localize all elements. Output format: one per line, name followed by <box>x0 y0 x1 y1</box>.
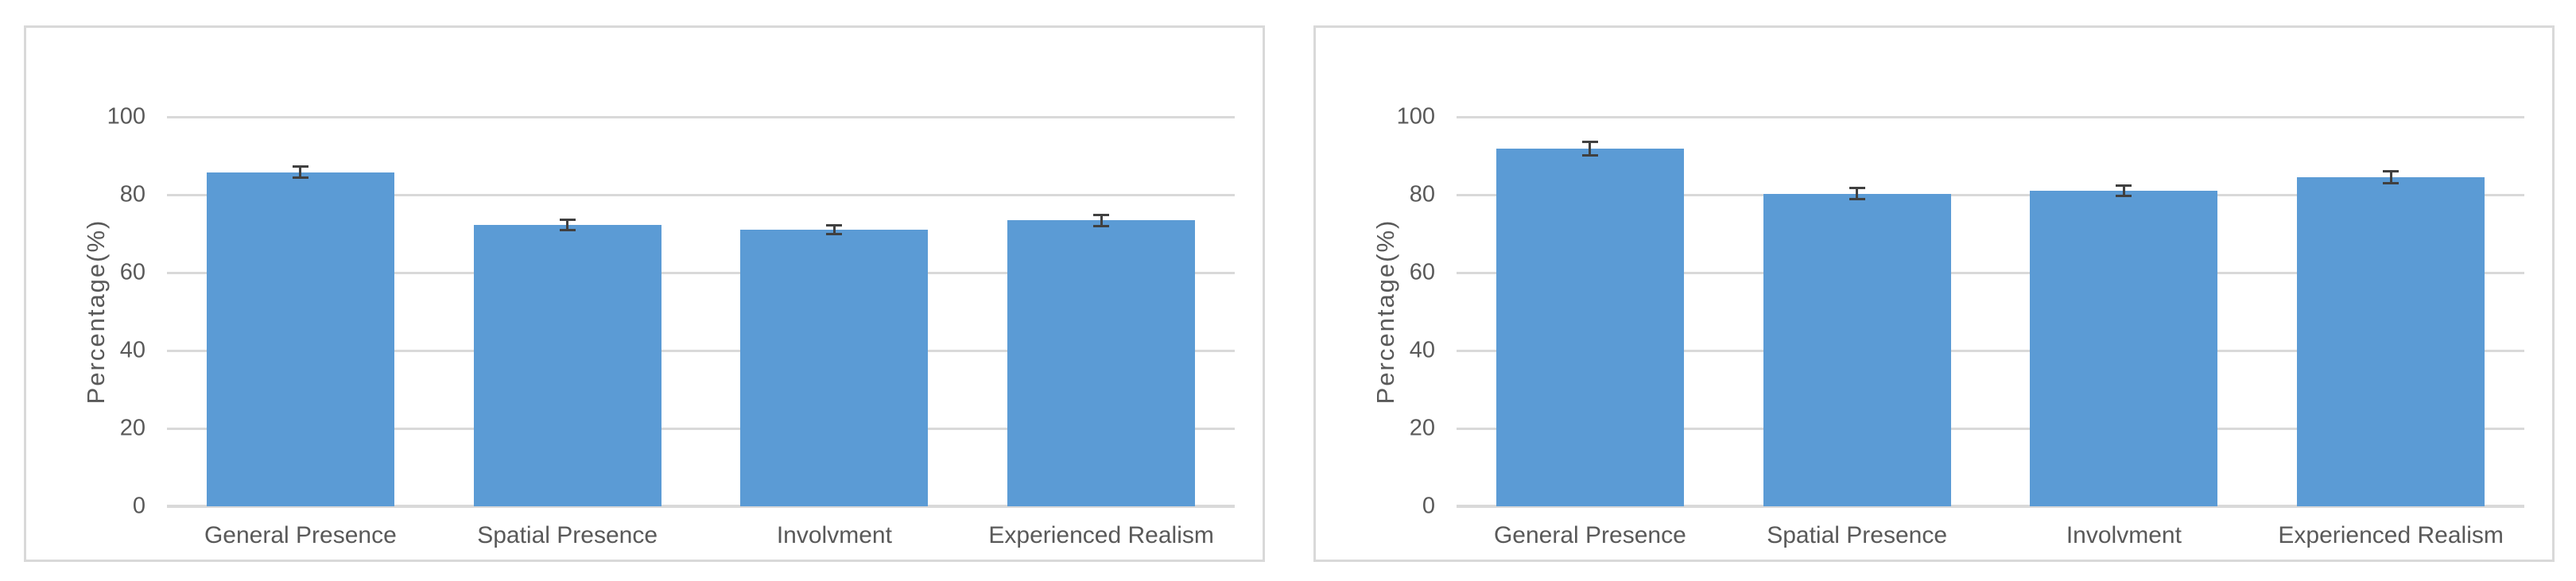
error-bar-part <box>832 223 836 236</box>
bar-experienced-realism <box>1007 220 1196 506</box>
y-tick-label-40: 40 <box>1409 337 1435 363</box>
error-bar-part <box>299 165 302 180</box>
error-bar-part <box>1589 141 1592 157</box>
bar-spatial-presence <box>473 225 661 506</box>
error-bar-experienced-realism <box>2383 170 2399 184</box>
x-tick-label-general-presence: General Presence <box>1493 522 1686 548</box>
x-axis-line <box>167 504 1235 508</box>
x-tick-label-experienced-realism: Experienced Realism <box>988 522 1214 548</box>
gridline-20 <box>167 427 1235 430</box>
gridline-80 <box>167 193 1235 196</box>
error-bar-part <box>2389 170 2392 184</box>
error-bar-part <box>1093 224 1110 227</box>
x-tick-label-spatial-presence: Spatial Presence <box>1767 522 1948 548</box>
error-bar-part <box>1093 214 1110 217</box>
error-bar-part <box>826 233 843 236</box>
chart-panel-right: Percentage(%) 0 20 40 60 80 100 General Presen… <box>1313 25 2555 562</box>
y-tick-label-0: 0 <box>132 493 145 519</box>
chart-panel-left: Percentage(%) 0 20 40 60 80 100 General Presen… <box>24 25 1265 562</box>
error-bar-involvment <box>826 223 843 236</box>
bar-involvment <box>740 230 929 506</box>
error-bar-part <box>1100 214 1103 227</box>
gridline-40 <box>167 349 1235 352</box>
bar-experienced-realism <box>2297 176 2485 506</box>
error-bar-part <box>1581 141 1598 144</box>
bar-general-presence <box>206 172 394 506</box>
x-tick-label-general-presence: General Presence <box>204 522 397 548</box>
x-axis-line <box>1457 504 2524 508</box>
error-bar-part <box>559 229 576 232</box>
error-bar-spatial-presence <box>1849 187 1865 200</box>
gridline-100 <box>1457 115 2524 118</box>
x-tick-label-involvment: Involvment <box>2066 522 2182 548</box>
error-bar-part <box>559 219 576 222</box>
y-axis-title: Percentage(%) <box>82 219 110 405</box>
error-bar-part <box>292 165 308 168</box>
y-tick-label-40: 40 <box>119 337 145 363</box>
bar-spatial-presence <box>1763 193 1951 506</box>
error-bar-part <box>292 176 308 180</box>
error-bar-part <box>1849 187 1865 190</box>
error-bar-spatial-presence <box>559 219 576 232</box>
y-tick-label-20: 20 <box>119 415 145 441</box>
y-tick-label-60: 60 <box>1409 259 1435 285</box>
y-tick-label-100: 100 <box>107 103 145 130</box>
gridline-60 <box>1457 271 2524 274</box>
plot-area: 0 20 40 60 80 100 General Presence Spatial Pres… <box>1397 105 2524 548</box>
gridline-80 <box>1457 193 2524 196</box>
y-tick-label-100: 100 <box>1396 103 1435 130</box>
bar-involvment <box>2030 191 2218 506</box>
error-bar-part <box>2116 184 2132 187</box>
y-tick-label-20: 20 <box>1409 415 1435 441</box>
bar-general-presence <box>1496 149 1684 506</box>
error-bar-part <box>1581 153 1598 157</box>
error-bar-experienced-realism <box>1093 214 1110 227</box>
x-tick-label-experienced-realism: Experienced Realism <box>2278 522 2504 548</box>
y-tick-label-0: 0 <box>1422 493 1435 519</box>
error-bar-part <box>566 219 569 232</box>
error-bar-part <box>2122 184 2125 198</box>
y-axis-title: Percentage(%) <box>1371 219 1399 405</box>
error-bar-general-presence <box>292 165 308 180</box>
error-bar-part <box>2116 195 2132 198</box>
error-bar-part <box>1849 197 1865 200</box>
y-tick-label-60: 60 <box>119 259 145 285</box>
x-tick-label-spatial-presence: Spatial Presence <box>477 522 658 548</box>
error-bar-part <box>2383 181 2399 184</box>
error-bar-part <box>2383 170 2399 173</box>
error-bar-part <box>1856 187 1859 200</box>
error-bar-part <box>826 223 843 227</box>
x-tick-label-involvment: Involvment <box>776 522 892 548</box>
gridline-40 <box>1457 349 2524 352</box>
error-bar-general-presence <box>1581 141 1598 157</box>
y-tick-label-80: 80 <box>1409 181 1435 207</box>
error-bar-involvment <box>2116 184 2132 198</box>
gridline-100 <box>167 115 1235 118</box>
plot-area: 0 20 40 60 80 100 General Presence Spatial Pres… <box>107 105 1235 548</box>
y-tick-label-80: 80 <box>119 181 145 207</box>
gridline-20 <box>1457 427 2524 430</box>
gridline-60 <box>167 271 1235 274</box>
